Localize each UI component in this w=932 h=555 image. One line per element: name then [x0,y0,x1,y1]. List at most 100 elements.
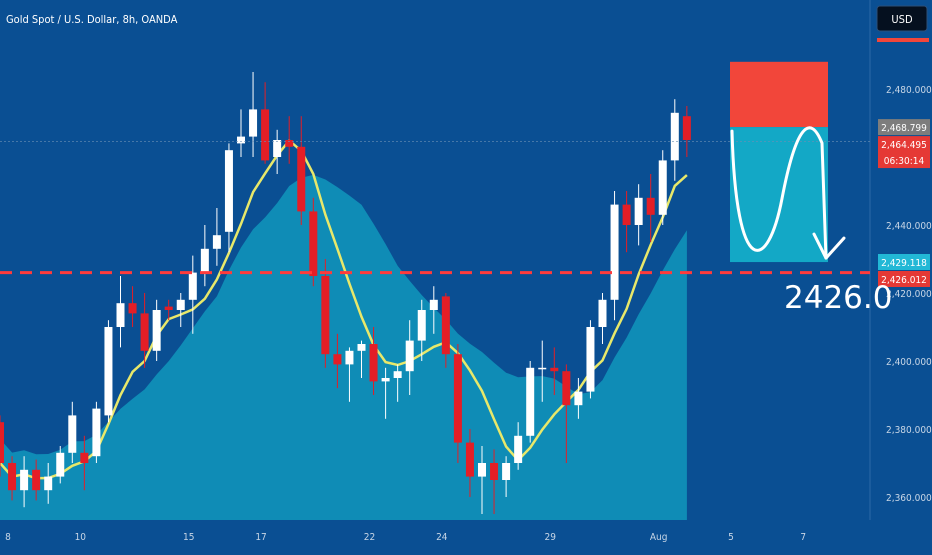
candle[interactable] [682,106,691,157]
candle-body [682,116,691,140]
x-tick-label: 15 [183,532,194,543]
candle-body [188,272,197,300]
take-profit-zone[interactable] [730,127,828,263]
candle[interactable] [586,320,595,399]
candle-body [200,248,209,273]
candle-body [429,299,438,310]
candle-body [176,299,185,310]
candle[interactable] [550,347,559,395]
candle[interactable] [261,82,270,164]
candle[interactable] [502,456,511,497]
candle-body [128,303,137,314]
candle[interactable] [526,361,535,443]
candle[interactable] [658,150,667,225]
candle[interactable] [369,327,378,395]
y-tick-label: 2,360.000 [886,493,932,504]
candle[interactable] [56,446,65,484]
symbol-title: Gold Spot / U.S. Dollar, 8h, OANDA [6,13,178,26]
candle[interactable] [176,293,185,327]
candle[interactable] [333,333,342,389]
candle[interactable] [116,276,125,348]
candle-body [586,327,595,392]
candle[interactable] [80,435,89,491]
currency-label: USD [891,13,913,26]
price-tag: 2,468.799 [878,119,930,136]
candle[interactable] [188,255,197,334]
candle[interactable] [321,259,330,368]
candle[interactable] [429,286,438,334]
candle[interactable] [393,364,402,402]
x-tick-label: 22 [364,532,375,543]
candle[interactable] [441,293,450,368]
candle-body [237,136,245,144]
candle[interactable] [92,401,101,463]
area-layer [0,174,687,520]
candle-body [309,211,318,276]
candle[interactable] [634,184,643,246]
candle[interactable] [309,197,318,287]
candle[interactable] [453,344,462,463]
candle[interactable] [490,449,499,514]
candle[interactable] [128,286,137,327]
candle[interactable] [478,446,486,514]
candle[interactable] [224,143,233,253]
candle-body [502,463,511,480]
candle[interactable] [646,174,655,242]
candle[interactable] [381,367,390,419]
price-tag: 2,429.118 [878,253,930,270]
candle[interactable] [562,364,571,463]
candle-layer [0,72,691,514]
price-tag-text: 2,468.799 [881,123,927,134]
candle[interactable] [249,72,258,157]
candle[interactable] [622,191,631,253]
candle[interactable] [140,293,149,368]
candle-body [345,350,354,365]
candle[interactable] [670,99,679,181]
candle[interactable] [273,129,282,174]
candle[interactable] [357,340,366,378]
candle[interactable] [104,320,113,423]
currency-button[interactable]: USD [876,5,928,32]
candle[interactable] [237,109,245,157]
projection-arrowhead [812,232,846,260]
moving-average-line [0,138,688,480]
candle[interactable] [32,459,41,501]
candle-body [140,313,149,351]
x-tick-label: 5 [728,532,734,543]
y-tick-label: 2,440.000 [886,221,932,232]
candle[interactable] [68,401,77,463]
y-tick-label: 2,480.000 [886,85,932,96]
candle-body [116,303,125,327]
candle-body [212,235,221,249]
candle[interactable] [297,116,306,225]
stop-loss-zone[interactable] [730,61,828,128]
candle[interactable] [44,463,53,504]
candle-body [80,452,89,463]
candle-body [273,140,282,157]
candle[interactable] [285,116,294,164]
candle-body [104,327,113,416]
price-tag: 2,426.012 [878,270,930,287]
candle[interactable] [20,456,29,508]
candle-body [622,204,631,225]
candle[interactable] [212,208,221,266]
candle[interactable] [345,347,354,402]
candle[interactable] [514,422,523,470]
price-label-layer: 2,468.799 2,464.495 06:30:14 2,429.118 2,426… [878,119,930,287]
candle[interactable] [598,293,607,344]
candle[interactable] [538,340,547,402]
candle[interactable] [610,191,619,321]
candle[interactable] [164,299,173,321]
candle-body [92,408,101,457]
candle[interactable] [152,299,161,361]
candle[interactable] [465,429,474,497]
candle[interactable] [574,378,583,419]
candle[interactable] [417,299,426,361]
candle[interactable] [200,225,209,287]
candle-body [285,140,294,147]
candle[interactable] [405,320,414,395]
candle[interactable] [8,456,17,501]
candle[interactable] [0,415,4,477]
x-tick-label: Aug [650,532,668,543]
